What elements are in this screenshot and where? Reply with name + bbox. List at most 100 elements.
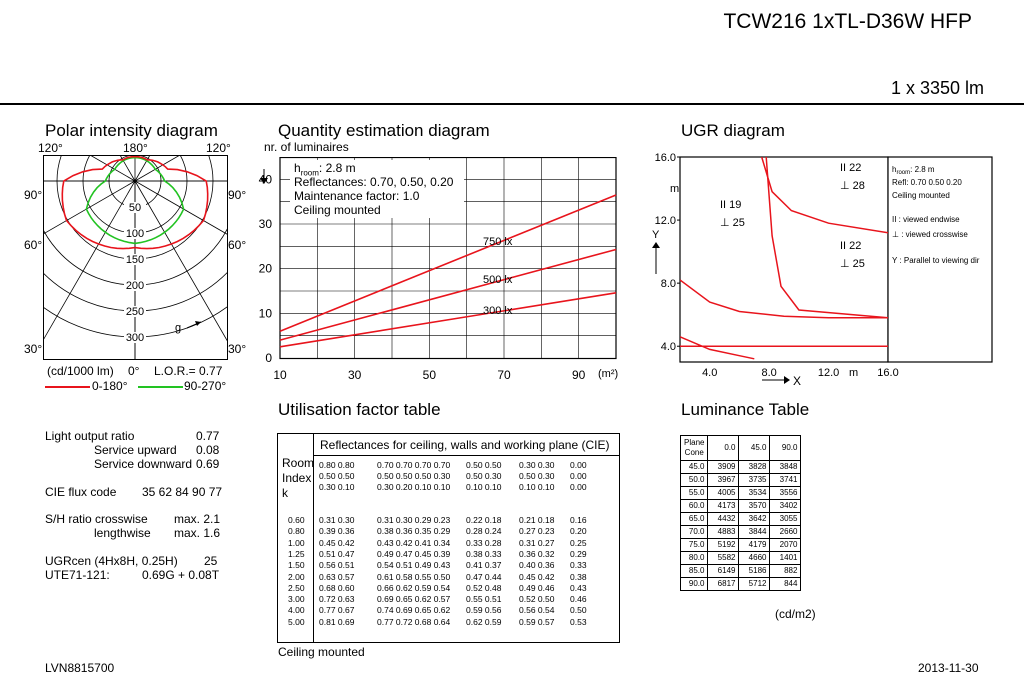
lum-value: 2660 — [769, 525, 802, 539]
uf-refl-plane: 0.00 — [570, 482, 587, 492]
uf-refl-plane: 0.30 0.10 — [319, 482, 355, 492]
uf-refl-walls: 0.00 — [570, 471, 587, 481]
lum-value: 4432 — [707, 512, 740, 526]
uf-cell: 0.38 — [570, 571, 587, 582]
qed-ytick: 10 — [259, 306, 273, 320]
ugr-svg: 16.0 12.0 8.0 4.0 m Y 4.0 8.0 12.0 16.0 Xm II 22 ⊥ 2… — [652, 152, 993, 388]
uf-cell: 0.59 0.56 — [466, 605, 502, 616]
qed-xtick: 10 — [273, 368, 287, 382]
lum-value: 5582 — [707, 551, 740, 565]
ugr-curves — [680, 157, 888, 360]
uf-refl-walls: 0.50 0.30 — [466, 471, 502, 481]
uf-cell: 0.53 — [570, 616, 587, 627]
lum-angle: 55.0 — [679, 486, 709, 500]
uf-room-index-value: 0.60 — [288, 515, 305, 525]
uf-cell: 0.40 0.36 — [519, 560, 555, 571]
lum-row: 85.0 6149 5186 882 — [679, 564, 802, 578]
lum-value: 5712 — [738, 577, 771, 591]
qed-xtick: 30 — [348, 368, 362, 382]
uf-room-index-value: 1.00 — [288, 537, 305, 548]
uf-title: Utilisation factor table — [278, 400, 441, 419]
lum-value: 3735 — [738, 473, 771, 487]
uf-cell: 0.20 — [570, 526, 587, 537]
uf-cell: 0.63 0.57 — [319, 571, 355, 582]
polar-angle-90-right: 90° — [228, 188, 247, 202]
footer-date: 2013-11-30 — [918, 661, 979, 675]
summary-up-label: Service upward — [94, 443, 177, 457]
qed-line — [279, 291, 617, 348]
ugr-xtick: 8.0 — [761, 367, 776, 379]
uf-cell: 0.28 0.24 — [466, 526, 502, 537]
qed-ytick: 20 — [259, 262, 273, 276]
uf-refl-ceiling: 0.80 0.80 — [319, 460, 355, 470]
uf-refl-ceiling: 0.30 0.30 — [519, 460, 555, 470]
lum-value: 3967 — [707, 473, 740, 487]
header-divider — [0, 103, 1024, 105]
lum-angle: 75.0 — [679, 538, 709, 552]
uf-header-text: Reflectances for ceiling, walls and work… — [320, 438, 610, 452]
lum-value: 4173 — [707, 499, 740, 513]
polar-angle-60-left: 60° — [24, 238, 43, 252]
qed-info-room: room — [300, 168, 319, 178]
summary-cie-label: CIE flux code — [45, 485, 117, 499]
lum-value: 3844 — [738, 525, 771, 539]
lum-angle: 80.0 — [679, 551, 709, 565]
lum-value: 3828 — [738, 460, 771, 474]
lum-value: 4005 — [707, 486, 740, 500]
qed-info-refl: Reflectances: 0.70, 0.50, 0.20 — [294, 175, 454, 189]
uf-cell: 0.66 0.62 0.59 0.54 — [377, 582, 451, 593]
lum-row: 45.0 3909 3828 3848 — [679, 460, 802, 474]
lum-value: 882 — [769, 564, 802, 578]
ugr-note-h: hroom: 2.8 m — [892, 165, 935, 176]
lum-head-cone: Cone — [684, 448, 704, 457]
summary-sh-length-label: lengthwise — [94, 526, 151, 540]
polar-angle-top-mid: 180° — [123, 141, 148, 155]
polar-ring-label-bg — [124, 306, 146, 317]
uf-refl-walls: 0.50 0.50 0.50 0.30 — [377, 471, 451, 481]
lum-value: 6149 — [707, 564, 740, 578]
lum-angle: 45.0 — [679, 460, 709, 474]
lum-value: 844 — [769, 577, 802, 591]
qed-line — [279, 194, 617, 332]
uf-cell: 0.45 0.42 — [519, 571, 555, 582]
uf-room-index: Room Index k — [282, 456, 315, 500]
uf-room-index-value: 2.50 — [288, 582, 305, 593]
ugr-curve — [765, 157, 888, 319]
polar-curve-90-270 — [85, 156, 185, 245]
polar-ring-label: 250 — [126, 306, 144, 318]
uf-cell: 0.52 0.50 — [519, 594, 555, 605]
ugr-note-mount: Ceiling mounted — [892, 191, 950, 200]
lum-head-c45: 45.0 — [738, 435, 771, 461]
qed-info-height: : 2.8 m — [318, 161, 356, 175]
uf-cell: 0.77 0.67 — [319, 605, 355, 616]
lum-angle: 65.0 — [679, 512, 709, 526]
ugr-ytick: 16.0 — [655, 152, 676, 164]
uf-refl-plane: 0.30 0.20 0.10 0.10 — [377, 482, 451, 492]
uf-cell: 0.52 0.48 — [466, 582, 502, 593]
lum-unit: (cd/m2) — [775, 607, 816, 621]
uf-room-index-value: 1.50 — [288, 560, 305, 571]
lum-row: 55.0 4005 3534 3556 — [679, 486, 802, 500]
lum-value: 1401 — [769, 551, 802, 565]
lum-table: Plane Cone 0.0 45.0 90.0 45.0 3909 3828 3848… — [679, 435, 802, 591]
summary-lor-label: Light output ratio — [45, 429, 135, 443]
uf-cell: 0.62 0.59 — [466, 616, 502, 627]
uf-cell: 0.49 0.46 — [519, 582, 555, 593]
uf-refl-ceiling: 0.50 0.50 — [466, 460, 502, 470]
polar-spoke — [44, 180, 136, 235]
qed-line — [279, 248, 617, 341]
ugr-xtick: 4.0 — [702, 367, 717, 379]
ugr-xtick: 16.0 — [877, 367, 898, 379]
uf-cell: 0.21 0.18 — [519, 515, 555, 525]
uf-cell: 0.68 0.60 — [319, 582, 355, 593]
summary-sh-length-value: max. 1.6 — [174, 526, 221, 540]
uf-refl-walls: 0.50 0.50 — [319, 471, 355, 481]
uf-refl-ceiling: 0.70 0.70 0.70 0.70 — [377, 460, 451, 470]
polar-spoke — [44, 180, 136, 340]
legend-green-label: 90-270° — [184, 379, 227, 393]
lum-value: 5186 — [738, 564, 771, 578]
legend-green-line — [138, 386, 183, 388]
summary-ugr-label: UGRcen (4Hx8H, 0.25H) — [45, 554, 178, 568]
lum-angle: 90.0 — [679, 577, 709, 591]
uf-cell: 0.27 0.23 — [519, 526, 555, 537]
